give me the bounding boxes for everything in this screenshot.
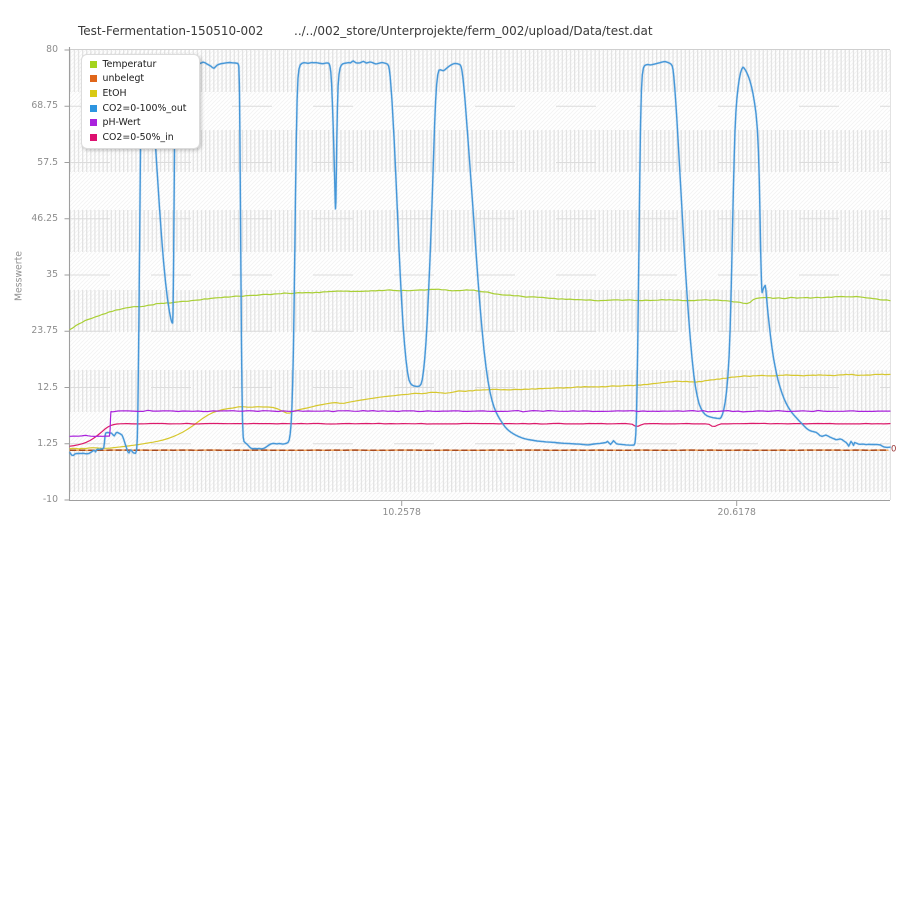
legend-item: EtOH [82,86,199,101]
y-tick-label: 12.5 [37,381,58,393]
y-tick-label: 46.25 [31,212,58,224]
axes [64,47,891,506]
legend-item: CO2=0-50%_in [82,130,199,145]
series-line-Temperatur [69,288,891,331]
legend-label: unbelegt [102,73,145,85]
plot-bg-stripe-band [70,370,890,412]
y-tick-label: 57.5 [37,156,58,168]
legend-label: CO2=0-50%_in [102,131,174,143]
legend-swatch [90,60,97,68]
y-tick-label: -10 [42,494,58,505]
legend-item: unbelegt [82,72,199,87]
legend-item: pH-Wert [82,115,199,130]
plot-bg-stripe-band [70,130,890,172]
zero-value-label: 0 [891,444,897,455]
plot-area [64,47,892,506]
legend-label: CO2=0-100%_out [102,102,187,114]
legend-swatch [90,104,97,112]
series-line-CO2=0-50%_in [69,422,891,447]
legend-swatch [90,119,97,127]
legend: Temperatur unbelegt EtOH CO2=0-100%_out pH-W… [81,54,200,149]
plot-bg-stripe-band [70,50,890,92]
legend-swatch [90,75,97,83]
legend-swatch [90,133,97,141]
series-line-pH-Wert [69,409,891,437]
chart-title: Test-Fermentation-150510-002 [78,24,264,38]
legend-label: pH-Wert [102,117,141,129]
legend-label: Temperatur [102,58,157,70]
legend-item: Temperatur [82,57,199,72]
legend-swatch [90,89,97,97]
y-tick-label: 68.75 [31,100,58,112]
plot-bg-stripe-band [70,210,890,252]
legend-label: EtOH [102,87,127,99]
y-tick-label: 80 [46,44,58,55]
gridlines [70,105,890,445]
legend-item: CO2=0-100%_out [82,101,199,116]
y-tick-label: 35 [46,269,58,280]
x-tick-label: 20.6178 [717,507,756,518]
x-tick-label: 10.2578 [382,507,421,518]
chart-source-path: ../../002_store/Unterprojekte/ferm_002/u… [294,24,653,38]
y-tick-label: 23.75 [31,325,58,337]
y-tick-label: 1.25 [37,437,58,449]
plot-bg-stripe-band [70,450,890,492]
